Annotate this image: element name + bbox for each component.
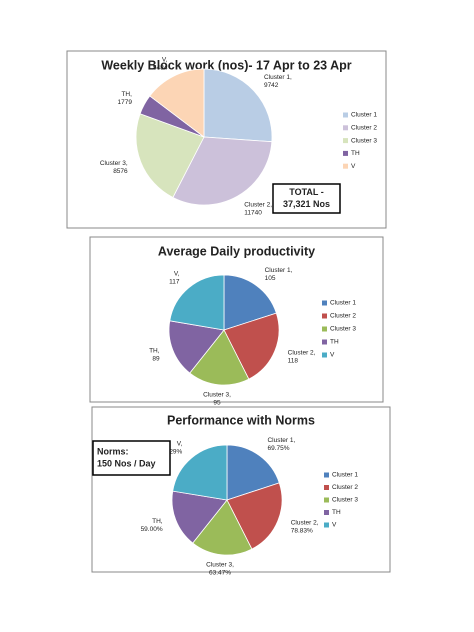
legend-label: Cluster 1 (332, 472, 358, 479)
legend-swatch (322, 300, 327, 306)
chart-title: Weekly Block work (nos)- 17 Apr to 23 Ap… (101, 58, 351, 72)
pie-slice (203, 68, 273, 143)
annotation-box (92, 440, 171, 476)
pie-slice (135, 113, 205, 199)
legend-swatch (343, 125, 348, 131)
legend-label: V (332, 522, 337, 529)
legend-label: Cluster 1 (351, 112, 377, 119)
data-label: Cluster 2, 11740 (244, 201, 272, 216)
legend-label: Cluster 2 (330, 313, 356, 320)
legend-swatch (324, 485, 329, 490)
legend-swatch (322, 339, 327, 345)
legend-swatch (324, 510, 329, 515)
legend-swatch (343, 163, 348, 169)
legend-label: V (351, 163, 356, 170)
pie-slice (192, 499, 253, 556)
legend-swatch (322, 326, 327, 332)
pie-slice (149, 68, 205, 138)
pie-slice (172, 444, 228, 501)
annotation-text: 150 Nos / Day (97, 458, 156, 468)
pie-slice (223, 312, 280, 380)
legend-swatch (343, 150, 348, 156)
legend-swatch (322, 313, 327, 319)
annotation-box (272, 183, 341, 214)
legend-swatch (324, 522, 329, 528)
pie-slice (226, 444, 280, 501)
pie-slice (189, 329, 250, 386)
pie-slice (169, 274, 225, 331)
legend-swatch (324, 472, 329, 478)
legend-swatch (322, 352, 327, 358)
pie-slice (226, 482, 283, 550)
legend-swatch (343, 138, 348, 144)
legend-label: TH (332, 509, 341, 516)
data-label: Cluster 3, 95 (203, 391, 231, 406)
legend-label: Cluster 3 (351, 137, 377, 144)
data-label: V, 117 (169, 270, 180, 285)
data-label: TH, 59.00% (141, 518, 163, 533)
legend-label: V (330, 352, 335, 359)
legend-label: TH (330, 339, 339, 346)
data-label: Cluster 1, 105 (265, 267, 293, 282)
data-label: TH, 1779 (117, 91, 132, 106)
legend-label: Cluster 2 (332, 484, 358, 491)
data-label: V, 5484 (153, 56, 168, 71)
pie-slice (171, 490, 228, 544)
pie-slice (172, 136, 273, 206)
legend-label: Cluster 3 (330, 326, 356, 333)
legend-label: Cluster 1 (330, 300, 356, 307)
annotation-text: 37,321 Nos (283, 199, 330, 209)
chart-title: Average Daily productivity (158, 244, 315, 258)
legend-label: Cluster 2 (351, 125, 377, 132)
data-label: V, 78.29% (160, 440, 182, 455)
data-label: TH, 89 (149, 347, 160, 362)
annotation-text: Norms: (97, 446, 129, 456)
data-label: Cluster 1, 69.75% (267, 437, 295, 452)
legend-swatch (324, 497, 329, 503)
annotation-text: TOTAL - (289, 187, 324, 197)
legend-label: Cluster 3 (332, 497, 358, 504)
data-label: Cluster 3, 63.47% (206, 561, 234, 576)
data-label: Cluster 3, 8576 (100, 160, 128, 175)
pie-slice (223, 274, 277, 331)
legend-swatch (343, 112, 348, 118)
legend-label: TH (351, 150, 360, 157)
chart-title: Performance with Norms (167, 413, 315, 427)
pie-slice (168, 320, 225, 374)
data-label: Cluster 1, 9742 (264, 74, 292, 89)
data-label: Cluster 2, 118 (288, 349, 316, 364)
data-label: Cluster 2, 78.83% (291, 519, 319, 534)
